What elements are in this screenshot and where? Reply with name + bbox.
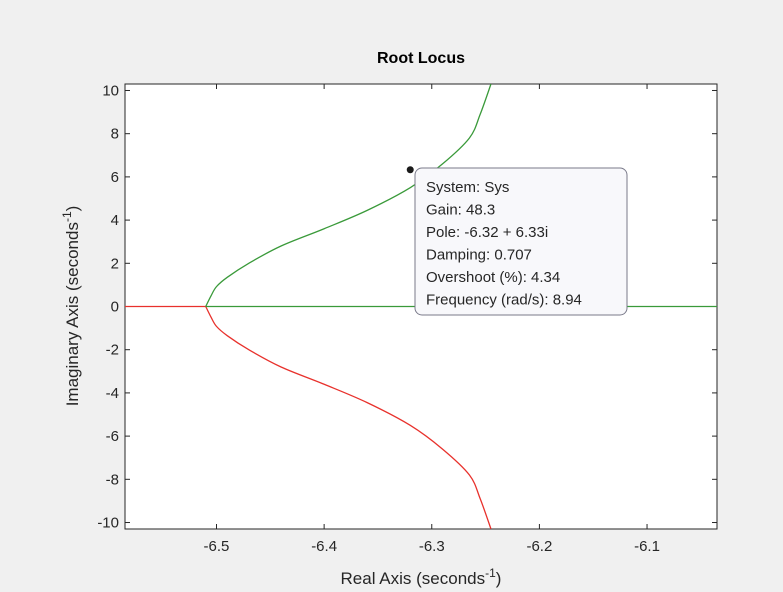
x-axis-title-text: Real Axis (seconds <box>341 569 486 588</box>
datatip-line: Damping: 0.707 <box>426 247 532 264</box>
y-tick-label: -4 <box>106 385 119 402</box>
datatip-box[interactable] <box>414 167 628 316</box>
x-axis-exponent: -1 <box>485 566 496 580</box>
y-axis-title-text: Imaginary Axis (seconds <box>63 222 82 406</box>
marker-layer <box>406 166 414 174</box>
x-axis-title: Real Axis (seconds-1) <box>341 566 502 588</box>
selected-pole-marker[interactable] <box>406 166 414 174</box>
datatip-line: Gain: 48.3 <box>426 202 495 219</box>
y-tick-label: -10 <box>97 515 119 532</box>
x-tick-label: -6.5 <box>204 538 230 555</box>
datatip-line: Overshoot (%): 4.34 <box>426 269 560 286</box>
y-tick-label: 2 <box>111 255 119 272</box>
y-tick-label: 8 <box>111 126 119 143</box>
y-tick-label: -2 <box>106 342 119 359</box>
y-tick-label: 6 <box>111 169 119 186</box>
chart-title: Root Locus <box>377 50 465 67</box>
tick-labels: -6.5 -6.4 -6.3 -6.2 -6.1 10 8 6 4 2 0 -2 -4 -6 -8 -10 <box>97 82 660 555</box>
y-tick-label: -8 <box>106 471 119 488</box>
y-tick-label: 0 <box>111 299 119 316</box>
y-tick-label: 4 <box>111 212 119 229</box>
x-tick-label: -6.4 <box>311 538 337 555</box>
y-axis-close-paren: ) <box>63 206 82 212</box>
locus-branch-2 <box>205 84 492 307</box>
x-tick-label: -6.3 <box>419 538 445 555</box>
x-axis-close-paren: ) <box>496 569 502 588</box>
datatip[interactable]: System: Sys Gain: 48.3 Pole: -6.32 + 6.33i… <box>414 167 628 316</box>
datatip-line: Frequency (rad/s): 8.94 <box>426 292 582 309</box>
y-axis-exponent: -1 <box>60 211 74 222</box>
datatip-line: System: Sys <box>426 179 509 196</box>
y-tick-label: -6 <box>106 428 119 445</box>
locus-branch-1 <box>205 306 492 529</box>
x-tick-label: -6.1 <box>634 538 660 555</box>
y-tick-label: 10 <box>102 82 119 99</box>
datatip-line: Pole: -6.32 + 6.33i <box>426 224 548 241</box>
y-axis-title: Imaginary Axis (seconds-1) <box>60 206 82 407</box>
x-tick-label: -6.2 <box>526 538 552 555</box>
